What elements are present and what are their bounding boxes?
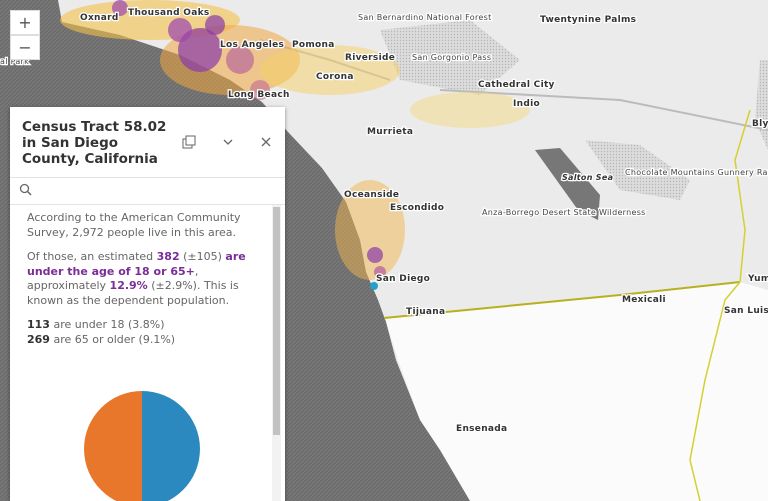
border bbox=[383, 281, 741, 319]
popup: Census Tract 58.02 in San Diego County, … bbox=[10, 107, 285, 501]
text: are under 18 (3.8%) bbox=[49, 318, 165, 331]
estimate: 382 bbox=[156, 250, 180, 263]
place-label: Oceanside bbox=[344, 190, 399, 200]
dock-button[interactable] bbox=[182, 135, 196, 149]
scroll-thumb[interactable] bbox=[273, 207, 280, 435]
state-border bbox=[689, 109, 751, 501]
pie-chart bbox=[84, 391, 200, 501]
place-label: San Gorgonio Pass bbox=[412, 53, 491, 62]
paragraph: Of those, an estimated 382 (±105) are un… bbox=[27, 250, 267, 308]
place-label: Pomona bbox=[292, 40, 335, 50]
place-label: Cathedral City bbox=[478, 80, 555, 90]
place-label: Twentynine Palms bbox=[540, 15, 636, 25]
text: , approximately bbox=[27, 264, 199, 293]
place-label: Los Angeles bbox=[220, 40, 284, 50]
place-label: Mexicali bbox=[622, 295, 666, 305]
zoom-out[interactable]: − bbox=[10, 35, 40, 60]
emphasis: are under the age of 18 or 65+ bbox=[27, 250, 246, 278]
line: 269 are 65 or older (9.1%) bbox=[27, 333, 267, 348]
zoom-in[interactable]: + bbox=[10, 10, 40, 35]
divider bbox=[10, 177, 285, 178]
place-label: al Park bbox=[0, 57, 29, 66]
line: 113 are under 18 (3.8%) bbox=[27, 318, 267, 333]
place-label: Indio bbox=[513, 99, 540, 109]
place-label: Riverside bbox=[345, 53, 395, 63]
place-label: San Luis Río Colorado bbox=[724, 306, 768, 316]
paragraph: According to the American Community Surv… bbox=[27, 211, 241, 239]
popup-title: Census Tract 58.02 in San Diego County, … bbox=[22, 119, 167, 167]
range bbox=[585, 140, 690, 200]
place-label: Yum bbox=[747, 274, 768, 284]
place-label: Salton Sea bbox=[562, 173, 613, 182]
collapse-button[interactable] bbox=[222, 137, 234, 147]
place-label: Chocolate Mountains Gunnery Range bbox=[625, 168, 768, 177]
forest bbox=[380, 20, 520, 95]
divider bbox=[10, 204, 285, 205]
pie-slice bbox=[142, 391, 200, 501]
text: (±105) bbox=[179, 250, 226, 263]
count: 113 bbox=[27, 318, 50, 331]
place-label: Murrieta bbox=[367, 127, 413, 137]
text: (±2.9%). This is known as the dependent … bbox=[27, 279, 239, 307]
salton-sea bbox=[535, 148, 600, 220]
close-button[interactable] bbox=[261, 137, 271, 147]
place-label: Thousand Oaks bbox=[128, 8, 210, 18]
pie-slice bbox=[84, 391, 142, 501]
mexico bbox=[385, 282, 768, 501]
place-label: Escondido bbox=[390, 203, 444, 213]
place-label: Anza-Borrego Desert State Wilderness bbox=[482, 208, 646, 217]
place-label: Ensenada bbox=[456, 424, 507, 434]
place-label: Corona bbox=[316, 72, 354, 82]
place-label: Oxnard bbox=[80, 13, 119, 23]
place-label: San Bernardino National Forest bbox=[358, 13, 492, 22]
percent: 12.9% bbox=[109, 279, 148, 292]
text: Of those, an estimated bbox=[27, 250, 157, 263]
place-label: San Diego bbox=[376, 274, 430, 284]
scrollbar[interactable] bbox=[272, 205, 281, 501]
popup-content: According to the American Community Surv… bbox=[27, 211, 267, 347]
place-label: Bly bbox=[752, 119, 768, 129]
text: are 65 or older (9.1%) bbox=[49, 332, 176, 346]
place-label: Tijuana bbox=[406, 307, 445, 317]
map-labels: Oxnard Thousand Oaks Los Angeles Pomona … bbox=[0, 7, 768, 436]
place-label: Long Beach bbox=[228, 90, 290, 100]
count: 269 bbox=[27, 332, 50, 346]
density-dots bbox=[60, 0, 530, 290]
zoom-to-button[interactable] bbox=[19, 183, 33, 197]
